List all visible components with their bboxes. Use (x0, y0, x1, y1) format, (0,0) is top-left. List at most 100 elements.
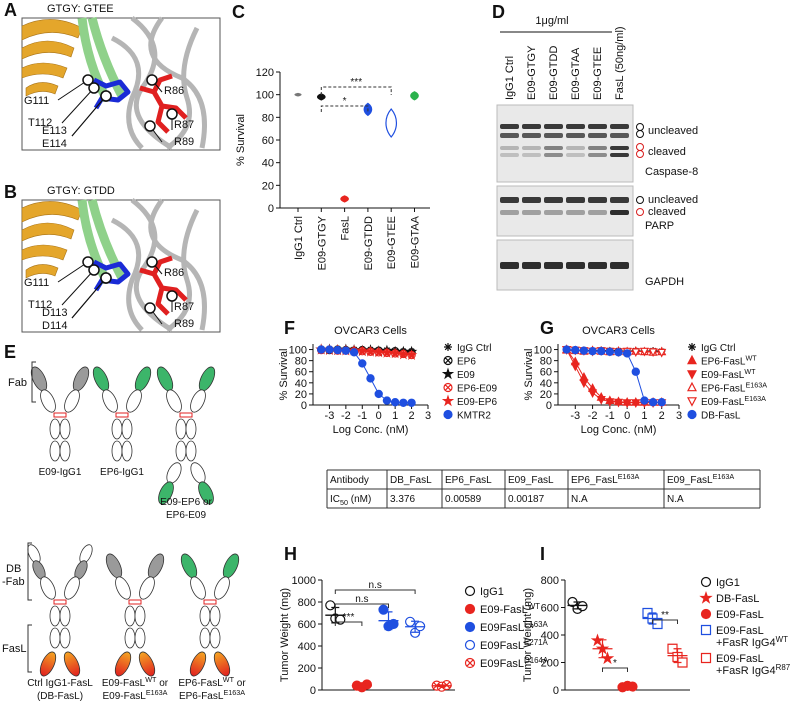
band (588, 210, 607, 215)
text-part: E09-FasL (102, 678, 146, 689)
legend-label: EP6-E09 (457, 384, 497, 395)
y-axis-label: % Survival (235, 114, 247, 166)
legend-label: EP6 (457, 357, 476, 368)
legend-marker (443, 409, 453, 420)
antibody (156, 366, 216, 505)
table-cell: N.A (667, 494, 684, 505)
band (544, 146, 563, 150)
domain (158, 481, 174, 505)
panel-letter: G (540, 318, 554, 338)
y-tick-label: 20 (295, 389, 307, 401)
y-tick-label: 100 (256, 90, 274, 102)
legend-label: E09-FasLWT (480, 602, 540, 616)
domain (121, 418, 133, 440)
significance-label: *** (350, 77, 362, 88)
domain-label: FasL (2, 643, 26, 655)
band (522, 262, 541, 269)
violin (294, 92, 302, 97)
domain (134, 605, 146, 627)
domain (139, 576, 155, 600)
legend-marker (687, 409, 697, 420)
text-part: or (156, 678, 168, 689)
legend-label: DB-FasL (701, 411, 741, 422)
superscript: E163A (146, 688, 168, 697)
domain (64, 389, 80, 413)
construct-label: EP6-FasLE163A (179, 688, 245, 702)
error-bar (357, 683, 366, 688)
data-point (640, 396, 649, 405)
table-cell: IC50 (nM) (330, 494, 371, 507)
y-tick-label: 100 (534, 345, 552, 357)
x-tick-label: 0 (376, 410, 382, 422)
x-tick-label: 2 (409, 410, 415, 422)
violin (385, 108, 398, 138)
domain (166, 389, 182, 413)
pointer (71, 95, 107, 137)
domain (64, 576, 80, 600)
band (588, 197, 607, 203)
significance-bracket (320, 105, 369, 112)
construct-label: E09-IgG1 (39, 467, 82, 478)
domain (114, 651, 132, 677)
blot-label: GAPDH (645, 276, 684, 288)
legend-label: E09-FasL+FasR IgG4R87A (716, 653, 790, 677)
y-axis-label: % Survival (523, 349, 535, 401)
domain (198, 481, 214, 505)
panel-letter: C (232, 2, 245, 22)
x-tick-label: FasL (340, 216, 352, 240)
residue-label: D113 (42, 307, 67, 319)
panel-letter: D (492, 2, 505, 22)
y-tick-label: 20 (540, 389, 552, 401)
blot-panel (496, 104, 634, 183)
structure-render (21, 16, 207, 151)
data-point (562, 345, 571, 354)
legend-label: IgG Ctrl (457, 343, 491, 354)
domain (190, 389, 206, 413)
legend-label: EP6-FasLE163A (701, 381, 767, 395)
y-tick-label: 0 (553, 685, 559, 697)
significance-label: n.s (369, 580, 382, 591)
text-part: E09-FasL (103, 691, 147, 702)
band-label: uncleaved (648, 125, 698, 137)
x-tick-label: 1 (392, 410, 398, 422)
text-part: IC (330, 494, 340, 505)
band (588, 262, 607, 269)
pointer-dot (166, 108, 178, 120)
domain (126, 389, 142, 413)
band (500, 197, 519, 203)
helix (21, 244, 68, 261)
band (566, 124, 585, 129)
data-point (631, 348, 641, 358)
data-point (605, 398, 615, 407)
bracket (27, 542, 32, 601)
band (544, 124, 563, 129)
text-part: E09-FasL (716, 653, 764, 665)
domain (39, 651, 57, 677)
domain (185, 418, 197, 440)
band (610, 153, 629, 157)
domain (49, 605, 61, 627)
residue-label: E114 (42, 138, 67, 150)
data-point (405, 349, 418, 360)
y-tick-label: 400 (541, 630, 559, 642)
data-point (317, 345, 326, 354)
legend-marker (441, 394, 455, 407)
pointer (57, 79, 89, 101)
y-tick-label: 1000 (292, 575, 316, 587)
legend-marker (700, 608, 712, 620)
data-point (605, 347, 615, 356)
band (500, 262, 519, 269)
x-tick-label: -1 (357, 410, 367, 422)
y-tick-label: 600 (541, 603, 559, 615)
domain (124, 605, 136, 627)
band (544, 210, 563, 215)
x-tick-label: -1 (605, 410, 615, 422)
band (610, 197, 629, 203)
band (500, 153, 519, 157)
legend-label: IgG1 (716, 577, 740, 589)
structure-title: GTGY: GTDD (47, 185, 115, 197)
text-part: E09-FasL (716, 625, 764, 637)
subscript: 50 (340, 498, 348, 507)
data-point (631, 367, 640, 376)
